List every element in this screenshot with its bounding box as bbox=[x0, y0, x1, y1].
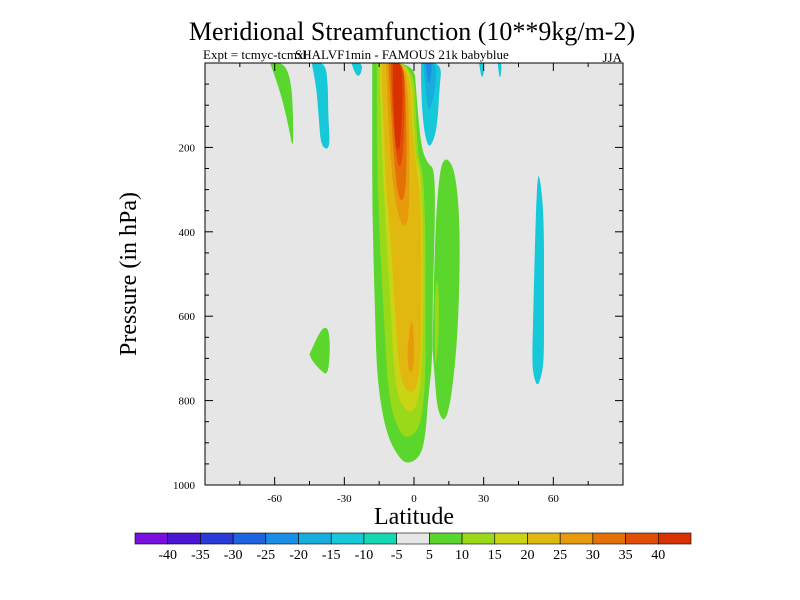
contour-eq-top-neg-15 bbox=[423, 63, 437, 110]
contour-eq-top-neg-20 bbox=[425, 63, 432, 83]
colorbar-swatch bbox=[363, 532, 397, 545]
contour-cell-25S-top bbox=[351, 63, 362, 76]
contour-band-NH-10 bbox=[434, 281, 439, 364]
colorbar-swatch bbox=[265, 532, 299, 545]
colorbar-swatch bbox=[298, 532, 332, 545]
colorbar-swatch bbox=[232, 532, 267, 545]
x-tick-label: 30 bbox=[478, 493, 490, 505]
colorbar-swatch bbox=[461, 532, 496, 545]
colorbar-label: -30 bbox=[224, 548, 243, 563]
colorbar-label: 20 bbox=[520, 548, 534, 563]
experiment-label: Expt = tcmyc-tcmxl bbox=[203, 47, 307, 62]
colorbar-label: 30 bbox=[586, 548, 600, 563]
colorbar-swatch bbox=[134, 532, 169, 545]
y-tick-label: 600 bbox=[179, 311, 196, 323]
colorbar-label: -10 bbox=[355, 548, 374, 563]
x-axis-label: Latitude bbox=[374, 504, 454, 530]
colorbar: -40 -35 -30 -25 -20 -15 -10 -5 5 10 15 20 25 30 35 40 bbox=[134, 532, 692, 563]
contour-band-NH-5 bbox=[432, 159, 460, 420]
colorbar-swatch bbox=[559, 532, 594, 545]
colorbar-label: -5 bbox=[391, 548, 403, 563]
axes: -60 -30 0 30 60 200 400 600 800 1000 bbox=[173, 63, 623, 505]
contour-band-55N bbox=[532, 176, 544, 385]
y-tick-label: 400 bbox=[179, 227, 196, 239]
colorbar-swatch bbox=[167, 532, 201, 545]
colorbar-label: 15 bbox=[488, 548, 502, 563]
colorbar-label: 40 bbox=[651, 548, 665, 563]
colorbar-swatch bbox=[396, 532, 430, 545]
contour-cell-36N-top bbox=[497, 63, 502, 78]
colorbar-swatch bbox=[429, 532, 463, 545]
colorbar-swatch bbox=[592, 532, 626, 545]
season-label: JJA bbox=[602, 50, 622, 65]
experiment-description: SHALVF1min - FAMOUS 21k babyblue bbox=[295, 47, 509, 62]
colorbar-label: -40 bbox=[158, 548, 177, 563]
contour-secondary-max-25 bbox=[407, 320, 414, 373]
plot-area bbox=[204, 62, 624, 486]
x-tick-label: -30 bbox=[337, 493, 352, 505]
x-tick-label: -60 bbox=[267, 493, 282, 505]
y-tick-label: 200 bbox=[179, 142, 196, 154]
colorbar-swatch bbox=[330, 532, 365, 545]
y-tick-label: 1000 bbox=[173, 480, 196, 492]
colorbar-swatch bbox=[527, 532, 561, 545]
colorbar-swatch bbox=[625, 532, 659, 545]
contour-cell-40S-top bbox=[311, 63, 330, 149]
colorbar-label: 35 bbox=[619, 548, 633, 563]
colorbar-label: -25 bbox=[256, 548, 275, 563]
colorbar-label: -35 bbox=[191, 548, 210, 563]
contour-main-40 bbox=[393, 63, 403, 150]
y-axis-label: Pressure (in hPa) bbox=[116, 192, 142, 356]
colorbar-label: -20 bbox=[289, 548, 308, 563]
colorbar-swatch bbox=[494, 532, 528, 545]
chart-title: Meridional Streamfunction (10**9kg/m-2) bbox=[189, 17, 635, 46]
contour-fills bbox=[270, 63, 544, 463]
colorbar-label: 25 bbox=[553, 548, 567, 563]
colorbar-label: -15 bbox=[322, 548, 341, 563]
contour-cell-30N-top bbox=[479, 63, 484, 77]
x-tick-label: 60 bbox=[548, 493, 560, 505]
x-tick-label: 0 bbox=[411, 493, 417, 505]
contour-cell-40S-mid bbox=[309, 327, 330, 374]
colorbar-swatch bbox=[200, 532, 234, 545]
colorbar-label: 5 bbox=[426, 548, 433, 563]
colorbar-swatch bbox=[657, 532, 692, 545]
y-tick-label: 800 bbox=[179, 396, 196, 408]
colorbar-label: 10 bbox=[455, 548, 469, 563]
contour-cell-50S-top bbox=[270, 63, 294, 145]
